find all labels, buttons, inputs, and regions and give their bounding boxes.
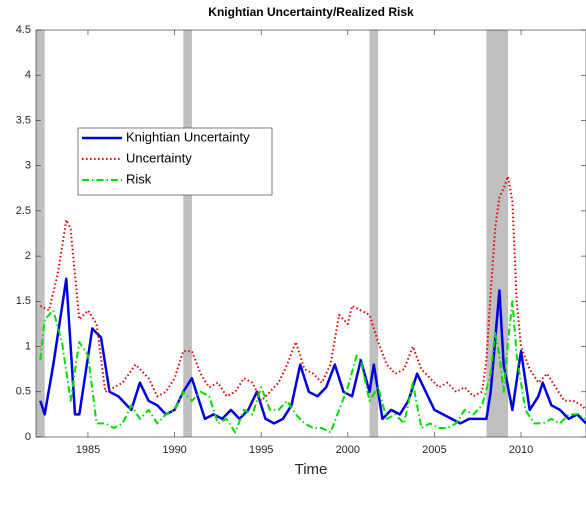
x-tick-label: 2000: [336, 444, 360, 456]
shaded-period: [183, 30, 192, 437]
x-tick-label: 1990: [162, 444, 186, 456]
x-tick-label: 2010: [509, 444, 533, 456]
series-line: [39, 300, 586, 434]
x-tick-label: 1995: [249, 444, 273, 456]
legend-label: Uncertainty: [126, 150, 192, 165]
y-tick-label: 4: [25, 69, 31, 81]
y-tick-label: 1: [25, 340, 31, 352]
x-axis-label: Time: [295, 461, 328, 478]
y-tick-label: 0: [25, 431, 31, 443]
x-tick-label: 2005: [422, 444, 446, 456]
legend-label: Knightian Uncertainty: [126, 129, 250, 144]
legend-label: Risk: [126, 171, 152, 186]
y-tick-label: 4.5: [16, 24, 31, 36]
y-tick-label: 1.5: [16, 295, 31, 307]
shaded-period: [369, 30, 379, 437]
shaded-period: [36, 30, 45, 437]
x-tick-label: 1985: [76, 444, 100, 456]
y-tick-label: 3: [25, 160, 31, 172]
series-line: [39, 277, 586, 425]
series-line: [39, 175, 586, 411]
y-tick-label: 3.5: [16, 114, 31, 126]
y-tick-label: 0.5: [16, 386, 31, 398]
y-tick-label: 2.5: [16, 205, 31, 217]
chart-title: Knightian Uncertainty/Realized Risk: [208, 5, 414, 19]
y-tick-label: 2: [25, 250, 31, 262]
plot-frame: [35, 29, 586, 438]
